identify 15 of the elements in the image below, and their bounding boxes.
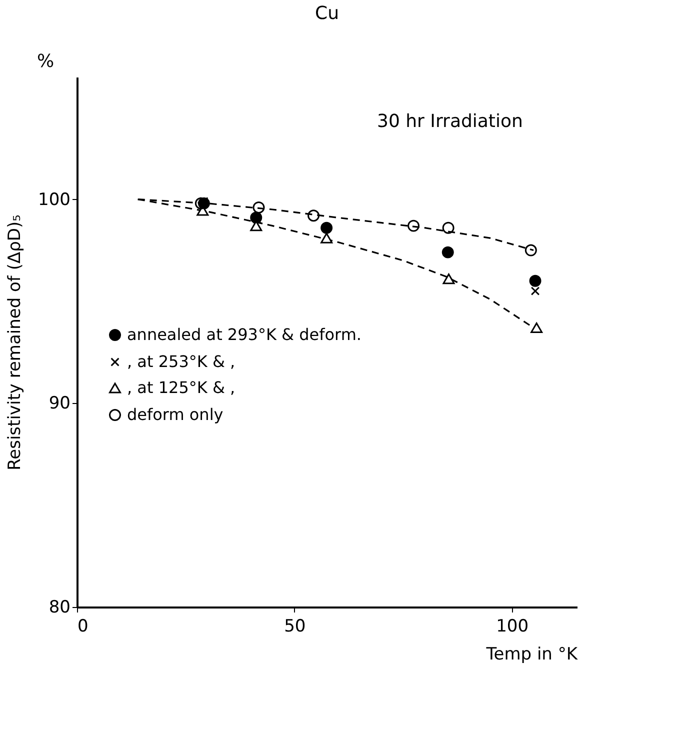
legend-label: , at 125°K & , — [127, 378, 236, 397]
x-tick-label: 50 — [284, 616, 306, 636]
x-axis-title: Temp in °K — [485, 644, 578, 664]
y-tick-label: 80 — [48, 598, 70, 618]
chart-title: Cu — [315, 3, 339, 24]
y-tick-label: 100 — [38, 190, 70, 210]
y-axis-title: Resistivity remained of (ΔρD)₅ — [5, 214, 26, 470]
text: % — [37, 51, 54, 72]
x-tick-label: 0 — [78, 616, 88, 636]
x-tick-label: 100 — [496, 616, 529, 636]
legend-label: , at 253°K & , — [127, 352, 236, 371]
legend-label: annealed at 293°K & deform. — [127, 325, 362, 344]
legend-label: deform only — [127, 405, 224, 424]
annotation: 30 hr Irradiation — [377, 111, 523, 132]
y-tick-label: 90 — [48, 394, 70, 414]
